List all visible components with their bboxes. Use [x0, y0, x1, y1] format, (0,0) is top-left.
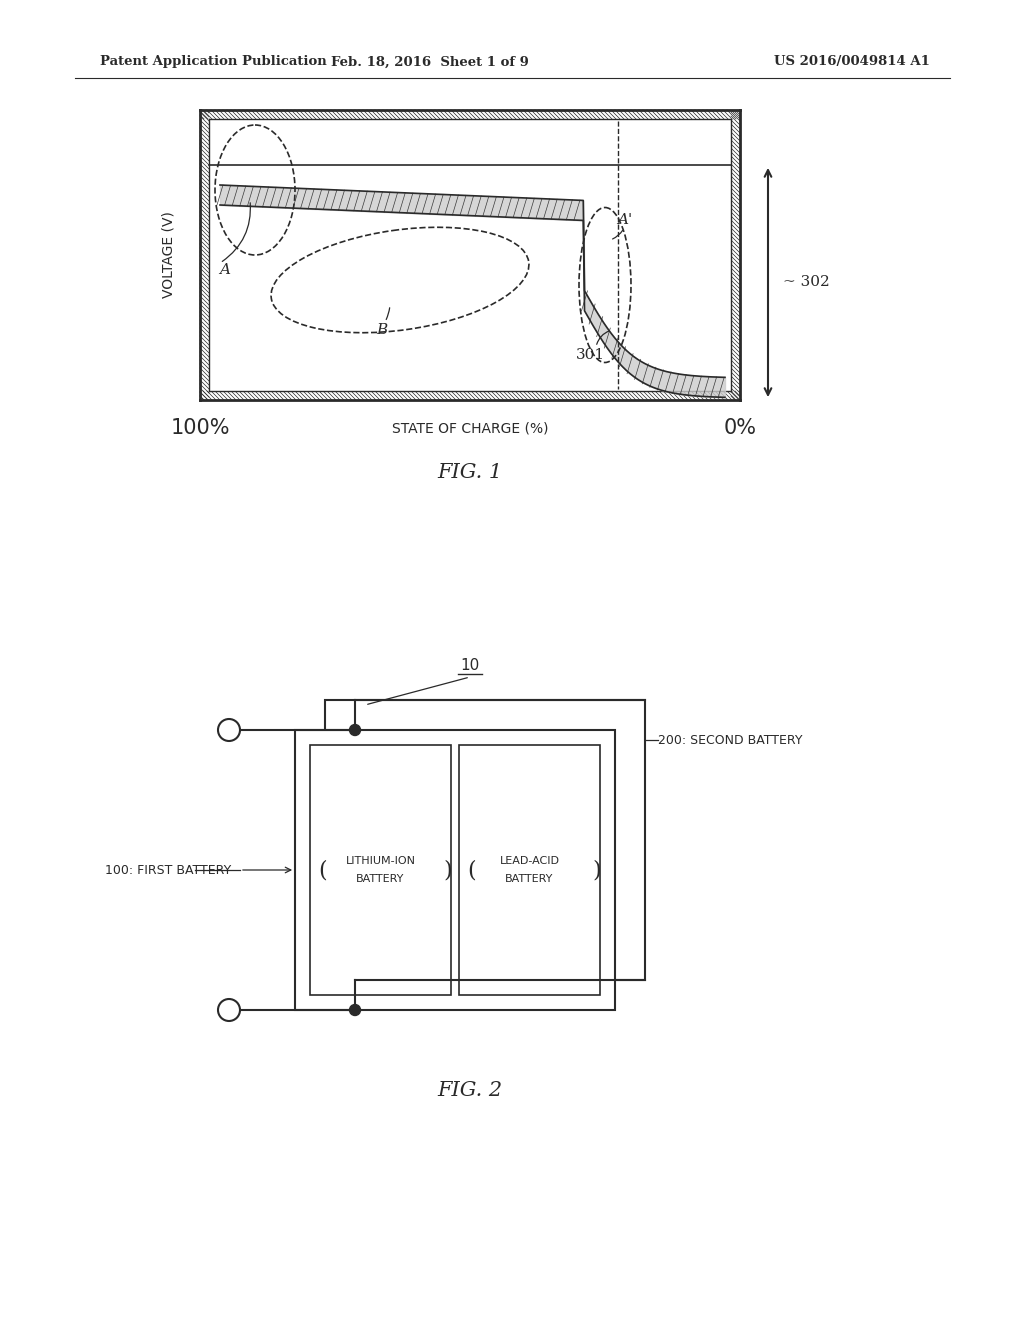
Text: A: A	[219, 263, 230, 277]
Text: 10: 10	[461, 657, 479, 672]
Bar	[200, 110, 740, 400]
Circle shape	[349, 725, 360, 735]
Bar	[209, 119, 731, 391]
Text: Feb. 18, 2016  Sheet 1 of 9: Feb. 18, 2016 Sheet 1 of 9	[331, 55, 529, 69]
Text: ~ 302: ~ 302	[783, 276, 829, 289]
Circle shape	[218, 999, 240, 1020]
Bar	[731, 110, 740, 400]
Text: Patent Application Publication: Patent Application Publication	[100, 55, 327, 69]
Text: VOLTAGE (V): VOLTAGE (V)	[161, 211, 175, 298]
Text: US 2016/0049814 A1: US 2016/0049814 A1	[774, 55, 930, 69]
Text: 200: SECOND BATTERY: 200: SECOND BATTERY	[658, 734, 803, 747]
Text: B: B	[377, 323, 388, 337]
Text: LEAD-ACID: LEAD-ACID	[500, 855, 559, 866]
Text: FIG. 2: FIG. 2	[437, 1081, 503, 1100]
Bar	[200, 110, 740, 119]
Bar	[325, 700, 645, 979]
Text: LITHIUM-ION: LITHIUM-ION	[345, 855, 416, 866]
Text: BATTERY: BATTERY	[356, 874, 404, 884]
Text: 0%: 0%	[724, 418, 757, 438]
Text: (: (	[467, 859, 475, 880]
Text: 100%: 100%	[170, 418, 229, 438]
Text: 100: FIRST BATTERY: 100: FIRST BATTERY	[105, 863, 231, 876]
Circle shape	[218, 719, 240, 741]
Text: ): )	[443, 859, 452, 880]
Text: A': A'	[617, 213, 633, 227]
Text: FIG. 1: FIG. 1	[437, 462, 503, 482]
Text: STATE OF CHARGE (%): STATE OF CHARGE (%)	[392, 421, 548, 436]
Text: BATTERY: BATTERY	[505, 874, 554, 884]
Text: (: (	[318, 859, 327, 880]
Bar	[310, 744, 451, 995]
Bar	[200, 110, 209, 400]
Text: 301: 301	[575, 348, 604, 362]
Bar	[459, 744, 600, 995]
Bar	[200, 391, 740, 400]
Circle shape	[349, 1005, 360, 1015]
Bar	[295, 730, 615, 1010]
Text: ): )	[592, 859, 601, 880]
